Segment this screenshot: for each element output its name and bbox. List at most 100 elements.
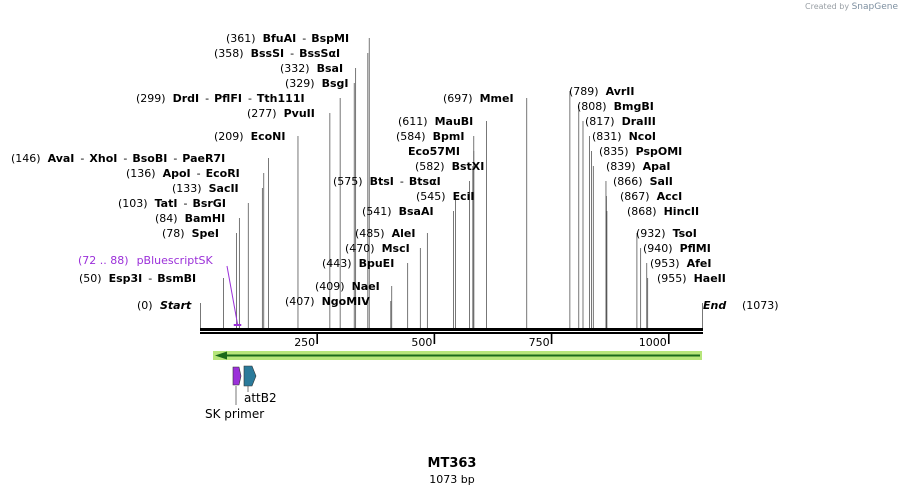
enzyme-name: BsaAI [399,205,434,218]
enzyme-name: AccI [657,190,683,203]
site-position: (839) [606,160,636,173]
site-position: (485) [355,227,385,240]
enzyme-name: BsoBI [132,152,167,165]
site-position: (868) [627,205,657,218]
sk-primer-label: SK primer [205,407,264,421]
enzyme-name: BspMI [311,32,349,45]
site-position: (867) [620,190,650,203]
enzyme-name: HincII [664,205,700,218]
site-position: (697) [443,92,473,105]
enzyme-name: TsoI [673,227,697,240]
enzyme-name: XhoI [89,152,117,165]
site-position: (866) [613,175,643,188]
site-position: (443) [322,257,352,270]
enzyme-name: NgoMIV [322,295,371,308]
site-position: (817) [585,115,615,128]
site-position: (835) [599,145,629,158]
enzyme-name: ApoI [163,167,191,180]
name-separator: - [400,175,404,188]
backbone-bottom-strand [200,332,703,334]
enzyme-name: BpuEI [359,257,395,270]
enzyme-name: BsmBI [157,272,196,285]
enzyme-name: MmeI [480,92,514,105]
attb2-feature[interactable] [243,365,257,387]
enzyme-name: HaeII [694,272,726,285]
enzyme-name: BpmI [433,130,465,143]
enzyme-name: BmgBI [614,100,654,113]
name-separator: - [248,92,252,105]
site-position: (332) [280,62,310,75]
site-position: (84) [155,212,178,225]
enzyme-name: BstXI [452,160,485,173]
orf-arrowhead [215,351,227,360]
enzyme-name: PflMI [680,242,711,255]
enzyme-name: BamHI [185,212,226,225]
site-position: (808) [577,100,607,113]
site-position: (407) [285,295,315,308]
site-position: (361) [226,32,256,45]
sk-primer-feature[interactable] [232,366,242,386]
enzyme-name: PvuII [284,107,315,120]
enzyme-name: BssSαI [299,47,340,60]
enzyme-name: AvaI [48,152,75,165]
enzyme-name: BsaI [317,62,343,75]
name-separator: - [290,47,294,60]
site-position: (789) [569,85,599,98]
enzyme-name: Tth111I [257,92,305,105]
enzyme-name: Esp3I [109,272,143,285]
map-title: MT363 [427,456,477,471]
site-position: (584) [396,130,426,143]
end-label: End [703,299,726,312]
primer-range: (72 .. 88) [78,254,129,267]
enzyme-name: PflFI [214,92,242,105]
credit-prefix: Created by [805,2,850,11]
enzyme-name: MscI [382,242,410,255]
name-separator: - [123,152,127,165]
enzyme-name: PspOMI [636,145,683,158]
site-position: (541) [362,205,392,218]
enzyme-name: Eco57MI [408,145,460,158]
site-position: (953) [650,257,680,270]
enzyme-name: AvrII [606,85,635,98]
site-position: (409) [315,280,345,293]
backbone-top-strand [200,328,703,331]
site-position: (582) [415,160,445,173]
site-position: (940) [643,242,673,255]
site-position: (136) [126,167,156,180]
site-position: (277) [247,107,277,120]
primer-name: pBluescriptSK [137,254,214,267]
snapgene-brand: SnapGene [851,2,898,12]
enzyme-name: ApaI [643,160,671,173]
enzyme-name: MauBI [435,115,474,128]
name-separator: - [148,272,152,285]
site-position: (50) [79,272,102,285]
scale-tick-label: 250 [294,336,315,349]
enzyme-name: BssSI [251,47,285,60]
enzyme-name: DraIII [622,115,656,128]
scale-tick-label: 500 [411,336,432,349]
site-position: (329) [285,77,315,90]
snapgene-credit: Created by SnapGene [805,2,898,12]
site-position: (955) [657,272,687,285]
enzyme-name: EcoRI [206,167,240,180]
enzyme-name: EciI [453,190,475,203]
scale-tick-label: 1000 [639,336,667,349]
site-position: (545) [416,190,446,203]
enzyme-name: BsrGI [192,197,225,210]
enzyme-name: SpeI [192,227,219,240]
site-position: (932) [636,227,666,240]
start-label: Start [160,299,192,312]
enzyme-name: BsgI [322,77,349,90]
site-position: (575) [333,175,363,188]
site-position: (358) [214,47,244,60]
site-position: (470) [345,242,375,255]
enzyme-name: BfuAI [263,32,297,45]
site-position: (133) [172,182,202,195]
name-separator: - [183,197,187,210]
end-position: (1073) [742,299,779,312]
site-position: (146) [11,152,41,165]
start-position: (0) [137,299,153,312]
enzyme-name: AfeI [687,257,712,270]
enzyme-name: BtsI [370,175,394,188]
